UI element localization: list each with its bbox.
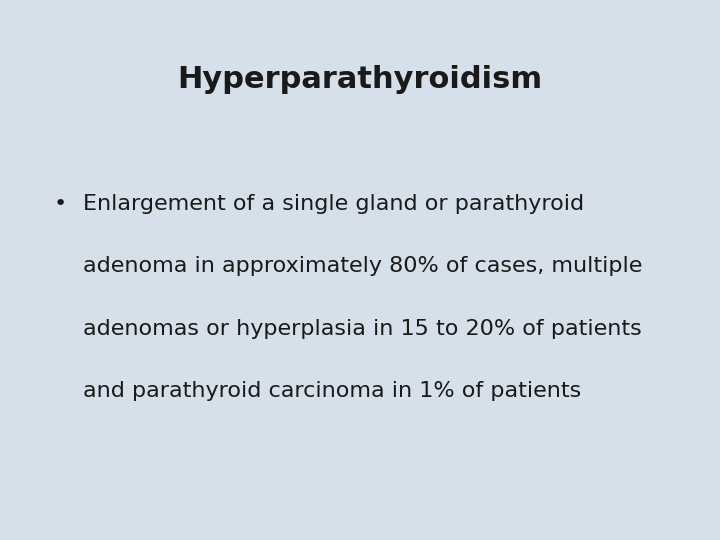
Text: Hyperparathyroidism: Hyperparathyroidism bbox=[177, 65, 543, 94]
Text: adenomas or hyperplasia in 15 to 20% of patients: adenomas or hyperplasia in 15 to 20% of … bbox=[83, 319, 642, 339]
Text: •: • bbox=[54, 194, 67, 214]
Text: Enlargement of a single gland or parathyroid: Enlargement of a single gland or parathy… bbox=[83, 194, 584, 214]
Text: and parathyroid carcinoma in 1% of patients: and parathyroid carcinoma in 1% of patie… bbox=[83, 381, 581, 401]
Text: adenoma in approximately 80% of cases, multiple: adenoma in approximately 80% of cases, m… bbox=[83, 256, 642, 276]
